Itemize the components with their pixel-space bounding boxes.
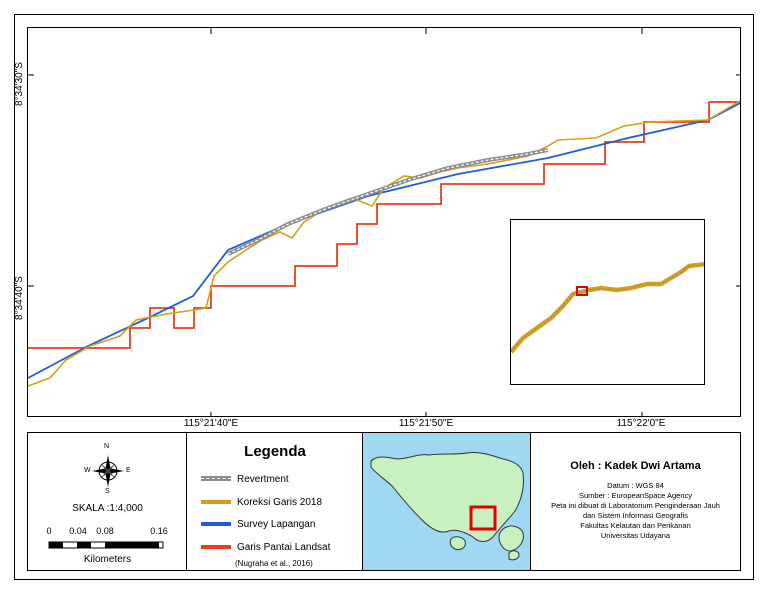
inset-map-svg [511,261,704,354]
datum-text: Datum : WGS 84 [607,481,664,490]
scale-bar [48,541,164,549]
info-panel: Oleh : Kadek Dwi Artama Datum : WGS 84 S… [531,433,740,570]
legend-label: Koreksi Garis 2018 [237,496,323,508]
lon-label-1: 115°21'40"E [183,418,239,429]
legend-label: Survey Lapangan [237,518,316,530]
overview-map-bali[interactable] [363,433,531,570]
author-text: Oleh : Kadek Dwi Artama [570,460,701,472]
inset-location-marker [576,286,588,296]
legend-item-survey: Survey Lapangan [201,517,315,531]
map-layout-frame [14,14,754,580]
lon-label-2: 115°21'50"E [398,418,454,429]
legend-item-landsat: Garis Pantai Landsat [201,540,330,554]
legend-item-revertment: Revertment [201,472,289,486]
revertment-line [227,148,549,256]
gold-line-icon [201,495,231,509]
blue-line-icon [201,517,231,531]
bali-island-svg [370,452,524,561]
map-info-panel: N S E W SKALA :1:4,000 0 0.04 0.08 0.16 … [27,432,741,571]
coastline-map-svg [28,28,740,416]
lon-label-3: 115°22'0"E [616,418,666,429]
compass-rose-icon [92,455,124,487]
faculty-text: Fakultas Kelautan dan Perikanan [580,521,691,530]
dashed-gray-line-icon [201,472,231,486]
scale-tick-2: 0.08 [96,526,114,536]
legend-title: Legenda [244,443,306,460]
scale-tick-3: 0.16 [150,526,168,536]
compass-n: N [104,443,110,450]
lat-label-bottom: 8°34'40"S [14,276,25,320]
scale-panel: N S E W SKALA :1:4,000 0 0.04 0.08 0.16 … [28,433,187,570]
compass-s: S [105,488,110,495]
red-line-icon [201,540,231,554]
lab-text-1: Peta ini dibuat di Laboratorium Penginde… [551,501,720,510]
university-text: Universitas Udayana [600,531,671,540]
scale-tick-1: 0.04 [69,526,87,536]
inset-map[interactable] [510,219,705,385]
legend-panel: Legenda Revertment Koreksi Garis 2018 Su… [187,433,363,570]
lab-text-2: dan Sistem Informasi Geografis [582,511,689,520]
compass-e: E [126,467,131,474]
compass-w: W [84,467,91,474]
scale-tick-0: 0 [46,526,52,536]
scale-ratio: SKALA :1:4,000 [72,503,143,514]
legend-citation: (Nugraha et al., 2016) [235,559,313,568]
legend-label: Garis Pantai Landsat [237,541,331,553]
legend-item-koreksi: Koreksi Garis 2018 [201,495,322,509]
study-area-marker [469,505,497,531]
scale-unit: Kilometers [83,554,132,565]
lat-label-top: 8°34'30"S [14,62,25,106]
legend-label: Revertment [237,473,289,485]
source-text: Sumber : EuropeanSpace Agency [579,491,692,500]
